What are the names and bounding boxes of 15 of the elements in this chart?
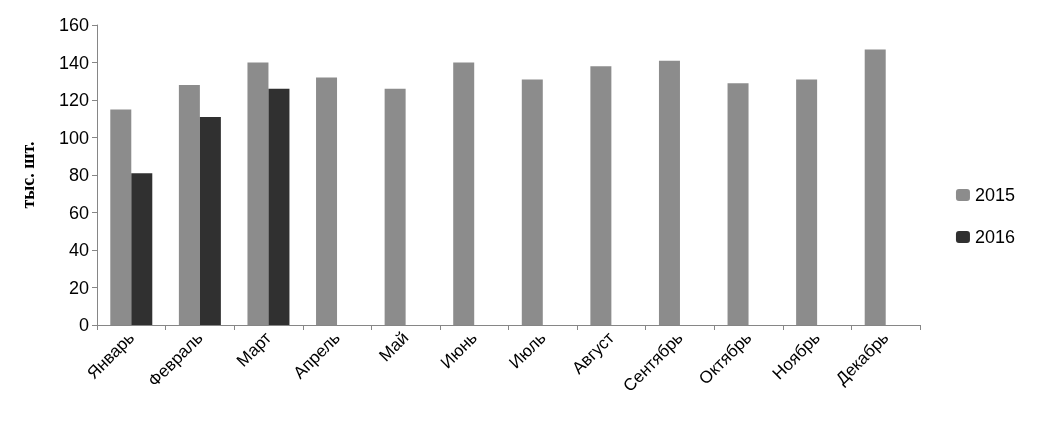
y-axis-title: тыс. шт. [18, 141, 38, 209]
legend-label: 2016 [974, 227, 1015, 247]
y-tick-label: 0 [78, 315, 89, 335]
legend-label: 2015 [974, 185, 1015, 205]
y-tick-label: 120 [58, 90, 89, 110]
bar [131, 173, 153, 325]
bar [268, 88, 290, 325]
y-tick-label: 160 [58, 15, 89, 35]
y-tick-label: 60 [68, 202, 89, 223]
y-tick-label: 100 [58, 127, 89, 148]
bar [199, 116, 221, 325]
y-tick-label: 20 [68, 277, 89, 298]
y-tick-label: 80 [68, 165, 89, 185]
y-tick-label: 40 [68, 240, 89, 260]
y-tick-label: 140 [58, 52, 89, 73]
